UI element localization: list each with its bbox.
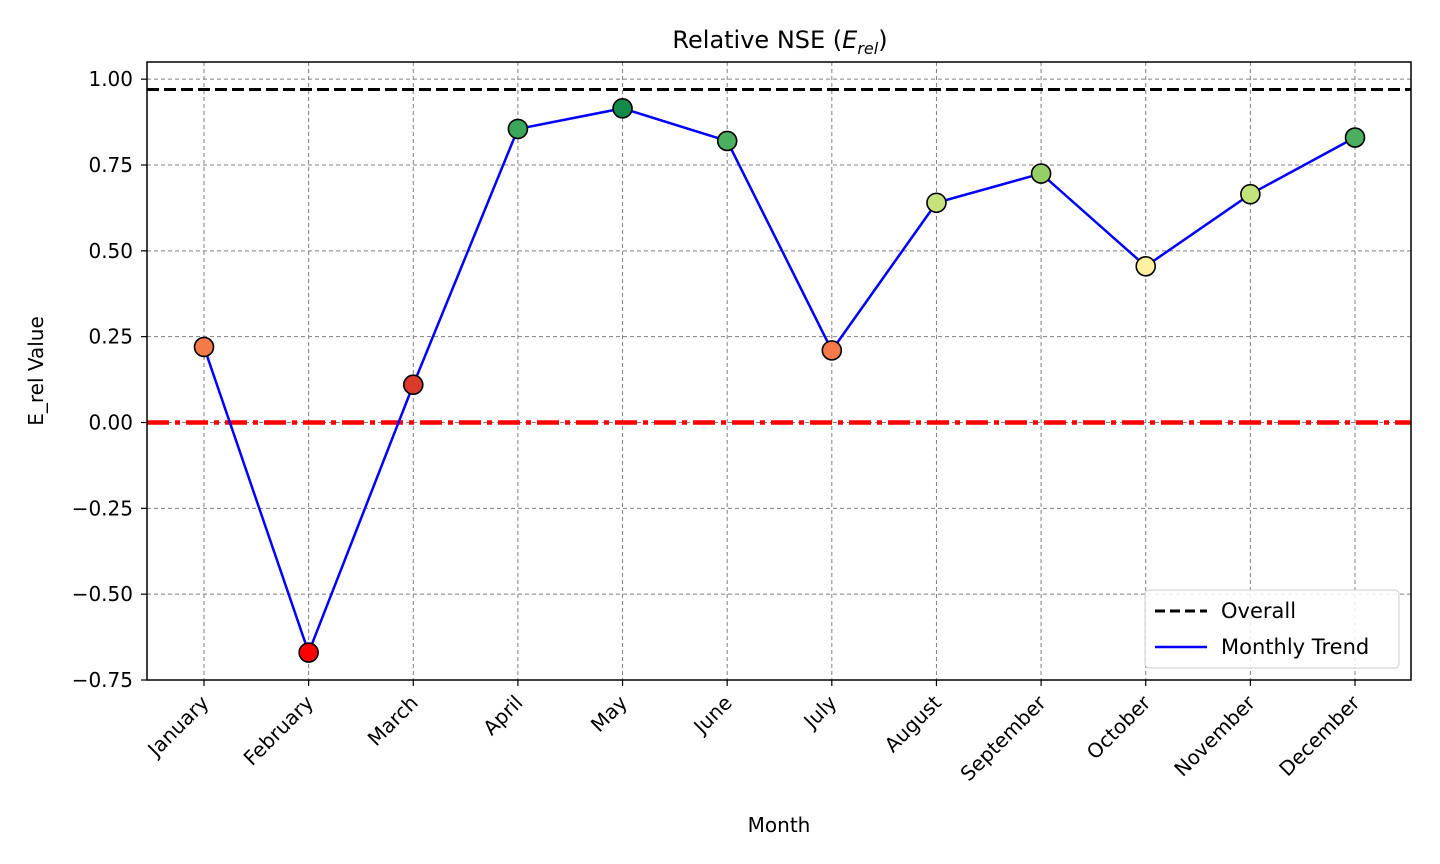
series — [193, 98, 1366, 663]
chart-title-subscript: rel — [857, 39, 878, 58]
y-tick-label: 0.00 — [88, 411, 133, 435]
chart-title: Relative NSE (Erel) — [672, 26, 887, 58]
reference-lines — [147, 87, 1411, 425]
data-point-april — [507, 118, 529, 140]
data-point-november — [1240, 183, 1261, 205]
series-line-monthly-trend — [202, 107, 1356, 657]
data-point-january — [193, 336, 215, 358]
y-tick-label: −0.25 — [72, 496, 133, 520]
y-tick-label: 1.00 — [88, 67, 133, 91]
legend-box — [1144, 589, 1400, 669]
data-point-february — [298, 642, 319, 663]
y-axis-title: E_rel Value — [24, 316, 48, 426]
data-point-july — [821, 340, 843, 361]
chart-title-close: ) — [878, 26, 887, 54]
data-point-march — [402, 374, 424, 396]
data-point-december — [1344, 127, 1366, 148]
legend-label-monthly-trend: Monthly Trend — [1221, 635, 1369, 659]
y-tick-label: −0.75 — [72, 668, 133, 692]
data-point-may — [612, 98, 633, 119]
plot-frame — [146, 61, 1412, 681]
legend-label-overall: Overall — [1221, 599, 1296, 623]
data-point-june — [716, 130, 738, 152]
data-point-october — [1135, 255, 1157, 277]
y-tick-label: −0.50 — [72, 582, 133, 606]
chart-title-symbol: E — [842, 26, 858, 54]
chart-title-main: Relative NSE ( — [672, 26, 842, 54]
legend: Overall Monthly Trend — [1144, 589, 1400, 669]
y-tick-label: 0.75 — [88, 153, 133, 177]
y-tick-label: 0.25 — [88, 325, 133, 349]
data-point-august — [926, 192, 947, 214]
x-axis-title: Month — [748, 813, 811, 837]
y-tick-label: 0.50 — [88, 239, 133, 263]
data-point-september — [1030, 163, 1052, 184]
